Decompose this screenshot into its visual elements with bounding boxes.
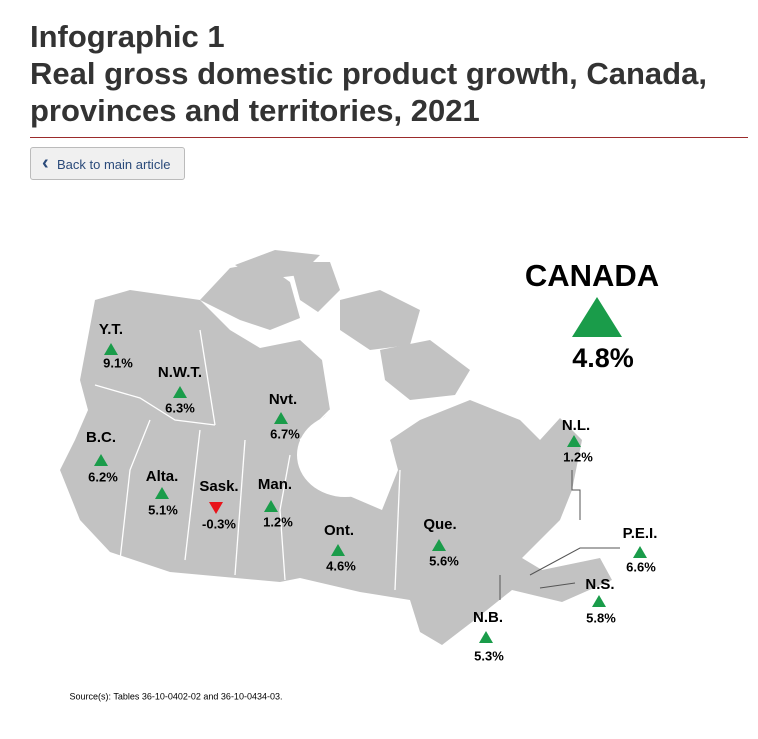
region-arrow [264, 500, 278, 512]
region-label: B.C. [86, 429, 116, 446]
region-value: 4.6% [326, 558, 356, 573]
region-label: Nvt. [269, 391, 297, 408]
region-value: 5.6% [429, 553, 459, 568]
leader-lines [499, 470, 620, 600]
region-value: 5.1% [148, 502, 178, 517]
title-line: Infographic 1 [30, 19, 225, 54]
title: Infographic 1 Real gross domestic produc… [30, 18, 730, 129]
region-label: Que. [423, 516, 456, 533]
region-label: Man. [258, 476, 292, 493]
region-arrow [567, 435, 581, 447]
hudson-bay [297, 413, 393, 497]
region-value: 1.2% [563, 449, 593, 464]
rule [30, 137, 748, 138]
canada-arrow [572, 297, 622, 337]
region-value: 5.3% [474, 648, 504, 663]
region-arrow [592, 595, 606, 607]
canada-label: CANADA [525, 258, 659, 293]
region-arrow [633, 546, 647, 558]
land [60, 250, 612, 645]
region-label: N.B. [473, 609, 503, 626]
region-value: 9.1% [103, 355, 133, 370]
region-label: Ont. [324, 522, 354, 539]
region-label: Y.T. [99, 321, 123, 338]
region-arrow [104, 343, 118, 355]
region-label: N.W.T. [158, 364, 202, 381]
region-value: -0.3% [202, 516, 236, 531]
region-arrow [209, 502, 223, 514]
region-value: 6.3% [165, 400, 195, 415]
region-label: N.L. [562, 417, 590, 434]
region-value: 1.2% [263, 514, 293, 529]
region-value: 5.8% [586, 610, 616, 625]
borders [94, 329, 401, 591]
region-value: 6.2% [88, 469, 118, 484]
canada-value: 4.8% [572, 343, 634, 373]
region-arrow [479, 631, 493, 643]
region-label: N.S. [585, 576, 614, 593]
region-label: P.E.I. [623, 525, 658, 542]
region-arrow [432, 539, 446, 551]
region-arrow [274, 412, 288, 424]
region-arrow [173, 386, 187, 398]
source: Source(s): Tables 36-10-0402-02 and 36-1… [70, 691, 283, 701]
region-value: 6.6% [626, 559, 656, 574]
region-arrow [331, 544, 345, 556]
back-button[interactable]: Back to main article [30, 147, 185, 180]
region-label: Alta. [146, 468, 179, 485]
region-value: 6.7% [270, 426, 300, 441]
title-line: Real gross domestic product growth, Cana… [30, 56, 707, 128]
region-arrow [155, 487, 169, 499]
region-label: Sask. [199, 478, 238, 495]
region-arrow [94, 454, 108, 466]
